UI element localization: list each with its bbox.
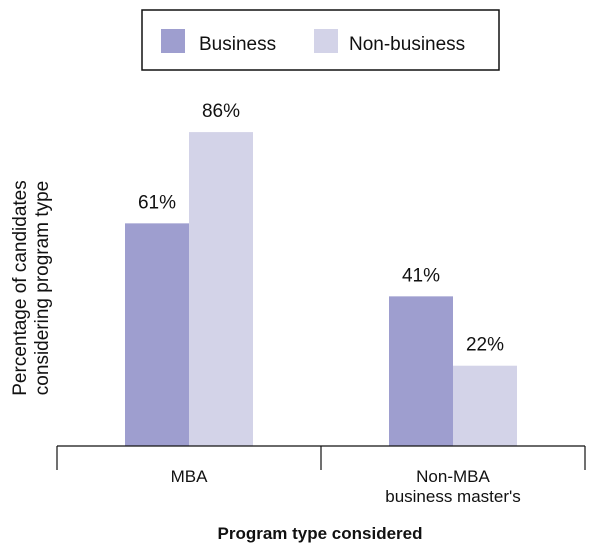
legend-swatch-business (161, 29, 185, 53)
legend-label-non-business: Non-business (349, 34, 465, 55)
y-axis-title-line-2: considering program type (32, 181, 53, 395)
x-axis-title: Program type considered (217, 524, 422, 543)
bar-business-0 (125, 223, 189, 446)
y-axis-title: Percentage of candidates considering pro… (10, 180, 53, 396)
data-label: 41% (402, 265, 440, 286)
legend-label-business: Business (199, 34, 276, 55)
y-axis-title-line-1: Percentage of candidates (10, 180, 31, 396)
legend-swatch-non-business (314, 29, 338, 53)
bars-group: 61% 86% 41% 22% (125, 101, 517, 446)
bar-business-1 (389, 296, 453, 446)
x-tick-label: business master's (385, 487, 521, 506)
x-tick-label: Non-MBA (416, 467, 490, 486)
legend: Business Non-business (141, 9, 500, 71)
bar-non-business-0 (189, 132, 253, 446)
data-label: 22% (466, 335, 504, 356)
x-axis (56, 445, 586, 470)
data-label: 86% (202, 101, 240, 122)
data-label: 61% (138, 192, 176, 213)
x-tick-label: MBA (171, 467, 209, 486)
bar-non-business-1 (453, 365, 517, 446)
